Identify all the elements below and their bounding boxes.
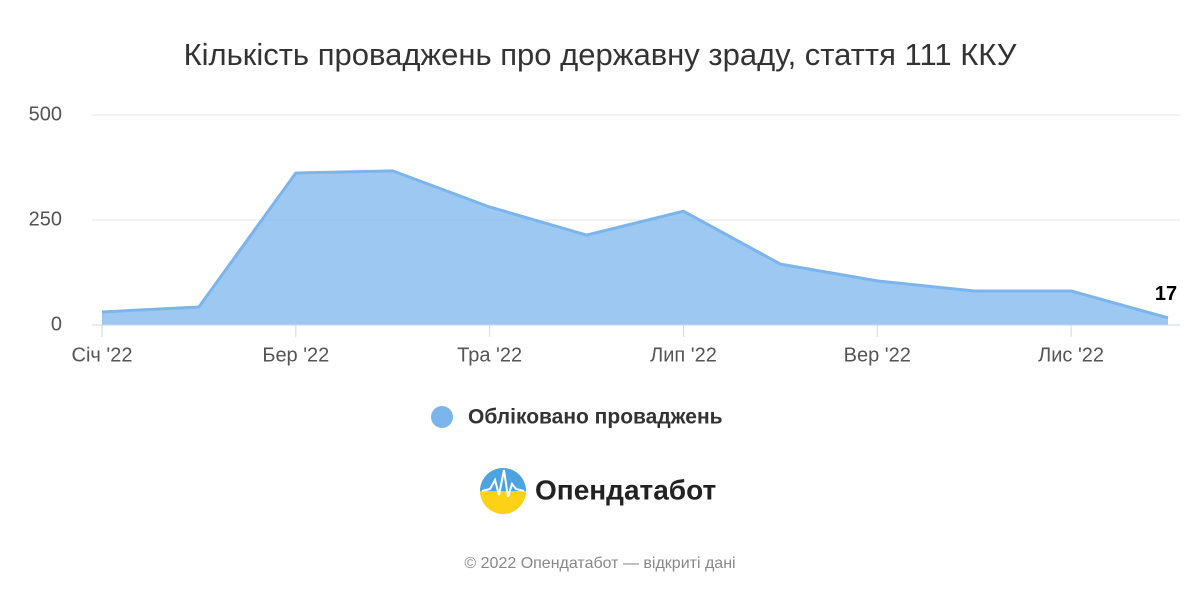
logo-text: Опендатабот bbox=[535, 474, 716, 505]
logo-wave bbox=[481, 469, 525, 498]
chart-title: Кількість проваджень про державну зраду,… bbox=[184, 37, 1017, 72]
legend-symbol bbox=[431, 406, 453, 428]
x-tick-label: Вер '22 bbox=[844, 344, 911, 366]
data-label: 17 bbox=[1155, 283, 1177, 305]
area bbox=[102, 170, 1168, 325]
x-tick-label: Бер '22 bbox=[262, 344, 329, 366]
y-tick-label: 0 bbox=[51, 313, 62, 335]
legend-label[interactable]: Обліковано проваджень bbox=[468, 406, 723, 429]
y-tick-label: 500 bbox=[29, 103, 62, 125]
plot-area: 0 250 500 Січ '22 Бер '22 Тра '22 Лип '22 Вер '… bbox=[29, 103, 1180, 366]
y-tick-label: 250 bbox=[29, 208, 62, 230]
footer: © 2022 Опендатабот — відкриті дані bbox=[464, 555, 735, 572]
x-tick-label: Лис '22 bbox=[1038, 344, 1104, 366]
x-tick-label: Тра '22 bbox=[457, 344, 522, 366]
x-tick-label: Січ '22 bbox=[72, 344, 133, 366]
logo: Опендатабот bbox=[480, 468, 716, 514]
line bbox=[101, 169, 1169, 320]
x-tick-label: Лип '22 bbox=[650, 344, 717, 366]
